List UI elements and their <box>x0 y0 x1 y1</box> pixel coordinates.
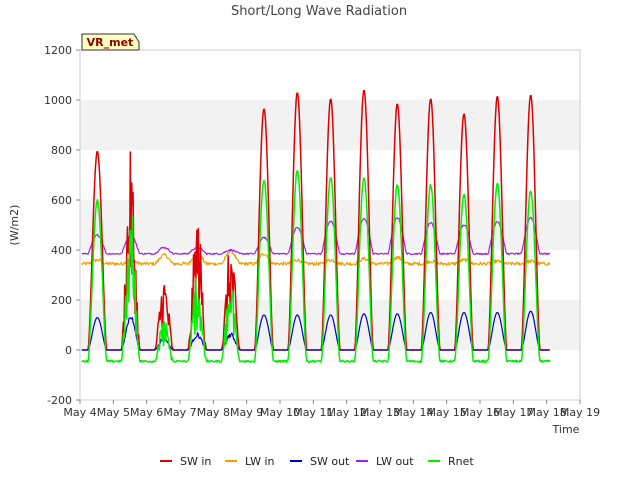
y-tick-label: 1200 <box>44 44 72 57</box>
y-tick-label: 200 <box>51 294 72 307</box>
x-tick-label: May 11 <box>293 406 333 419</box>
x-tick-label: May 15 <box>427 406 467 419</box>
y-tick-label: 600 <box>51 194 72 207</box>
legend-label: SW in <box>180 455 211 468</box>
y-tick-label: 800 <box>51 144 72 157</box>
legend: SW in LW in SW out LW out Rnet <box>160 455 474 468</box>
y-tick-label: 400 <box>51 244 72 257</box>
y-tick-label: 0 <box>65 344 72 357</box>
chart-title: Short/Long Wave Radiation <box>231 4 407 19</box>
x-tick-label: May 4 <box>63 406 96 419</box>
x-tick-label: May 8 <box>197 406 230 419</box>
x-tick-label: May 17 <box>493 406 533 419</box>
x-tick-label: May 7 <box>163 406 196 419</box>
x-tick-label: May 5 <box>97 406 130 419</box>
series-line-lw-out <box>81 216 551 256</box>
x-tick-label: May 18 <box>527 406 567 419</box>
grid-band <box>80 200 580 250</box>
x-tick-label: May 14 <box>393 406 433 419</box>
x-tick-label: May 12 <box>327 406 367 419</box>
x-tick-label: May 19 <box>560 406 600 419</box>
x-tick-label: May 10 <box>260 406 300 419</box>
y-axis-label: (W/m2) <box>8 205 21 246</box>
legend-label: LW in <box>245 455 275 468</box>
x-tick-label: May 13 <box>360 406 400 419</box>
x-axis-label: Time <box>552 423 580 436</box>
x-tick-label: May 16 <box>460 406 500 419</box>
x-tick-label: May 9 <box>230 406 263 419</box>
legend-label: LW out <box>376 455 414 468</box>
legend-label: Rnet <box>448 455 474 468</box>
station-badge: VR_met <box>81 33 140 51</box>
series-line-rnet <box>81 170 551 363</box>
y-tick-label: 1000 <box>44 94 72 107</box>
x-tick-label: May 6 <box>130 406 163 419</box>
y-tick-label: -200 <box>47 394 72 407</box>
series-line-lw-in <box>81 249 551 267</box>
plot-area-border <box>79 49 581 401</box>
station-badge-label: VR_met <box>87 36 134 49</box>
legend-label: SW out <box>310 455 350 468</box>
